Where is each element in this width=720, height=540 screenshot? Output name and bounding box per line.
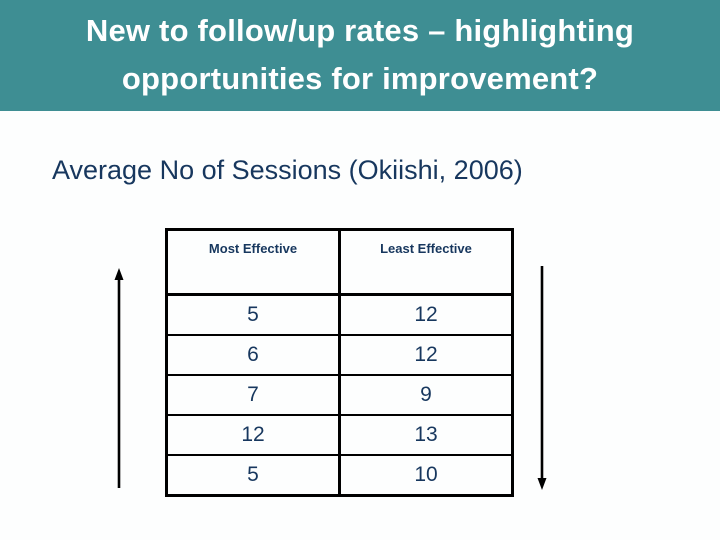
table-row: 5 12: [165, 293, 514, 336]
column-header-least-effective: Least Effective: [338, 228, 514, 296]
table-header-row: Most Effective Least Effective: [165, 228, 514, 296]
slide-subtitle: Average No of Sessions (Okiishi, 2006): [52, 155, 523, 185]
table-row: 12 13: [165, 414, 514, 456]
arrow-up-icon: [111, 268, 127, 488]
slide-title-line1: New to follow/up rates – highlighting: [85, 13, 635, 48]
table-cell: 12: [338, 334, 514, 376]
table-row: 6 12: [165, 334, 514, 376]
column-header-most-effective: Most Effective: [165, 228, 341, 296]
table-cell: 12: [165, 414, 341, 456]
table-cell: 5: [165, 293, 341, 336]
table-cell: 10: [338, 454, 514, 497]
slide-title-band: New to follow/up rates – highlighting op…: [0, 0, 720, 111]
table-row: 5 10: [165, 454, 514, 497]
table-cell: 12: [338, 293, 514, 336]
table-cell: 9: [338, 374, 514, 416]
table-cell: 6: [165, 334, 341, 376]
sessions-table: Most Effective Least Effective 5 12 6 12…: [165, 228, 514, 497]
table-cell: 13: [338, 414, 514, 456]
table-cell: 5: [165, 454, 341, 497]
arrow-down-icon: [534, 266, 550, 490]
table-row: 7 9: [165, 374, 514, 416]
table-cell: 7: [165, 374, 341, 416]
slide-title-line2: opportunities for improvement?: [121, 61, 599, 96]
